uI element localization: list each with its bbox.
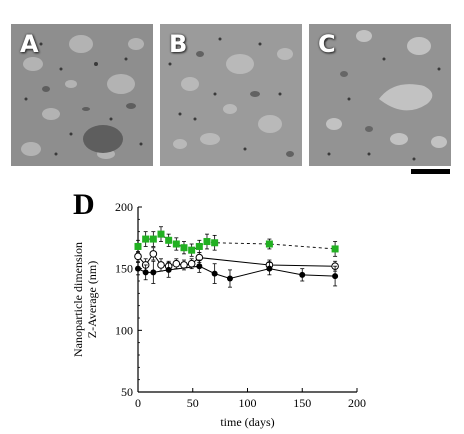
data-point [142,235,150,243]
data-point [134,252,142,261]
panel-letter-a: A [20,30,39,58]
panel-letter-b: B [169,30,188,58]
x-tick-label: 100 [239,396,257,410]
micrograph-b-image [160,24,302,166]
series-0 [134,226,339,257]
panel-letter-c: C [318,30,336,58]
micrograph-c-image [309,24,451,166]
y-tick-label: 50 [121,385,133,399]
data-point [331,245,339,253]
x-tick-label: 50 [187,396,199,410]
x-tick-label: 150 [293,396,311,410]
y-tick-label: 100 [115,323,133,337]
micrograph-a-image [11,24,153,166]
series-line [137,265,336,280]
data-point [265,240,273,248]
series-2 [135,259,339,288]
micrograph-b: B [160,24,302,166]
data-point [172,259,181,268]
x-axis-label: time (days) [220,415,274,429]
data-point [142,269,149,276]
data-point [203,238,211,246]
data-point [299,271,306,278]
data-point [187,259,196,268]
y-axis-label: Nanoparticle dimensionZ-Average (nm) [71,242,99,357]
x-tick-label: 0 [135,396,141,410]
panel-letter-d: D [73,188,95,221]
data-point [135,265,141,272]
chart-series-layer [134,226,339,288]
data-point [180,244,188,252]
data-point [195,242,203,250]
data-point [157,230,165,238]
data-point [188,246,196,254]
data-point [226,275,233,282]
scale-bar [411,169,450,174]
y-tick-label: 200 [115,200,133,214]
data-point [172,240,180,248]
data-point [134,242,142,250]
micrograph-a: A [11,24,153,166]
micrograph-c: C [309,24,451,166]
data-point [211,270,218,277]
data-point [149,235,157,243]
data-point [211,239,219,247]
data-point [196,263,203,270]
data-point [165,236,173,244]
data-point [332,273,339,280]
data-point [165,266,172,273]
data-point [266,265,273,272]
y-tick-label: 150 [115,262,133,276]
y-axis-label-line: Nanoparticle dimension [71,242,85,357]
y-axis-label-line: Z-Average (nm) [85,261,99,338]
data-point [149,250,158,258]
data-point [157,261,165,269]
data-point [150,269,157,276]
series-1 [134,247,339,272]
x-tick-label: 200 [348,396,366,410]
